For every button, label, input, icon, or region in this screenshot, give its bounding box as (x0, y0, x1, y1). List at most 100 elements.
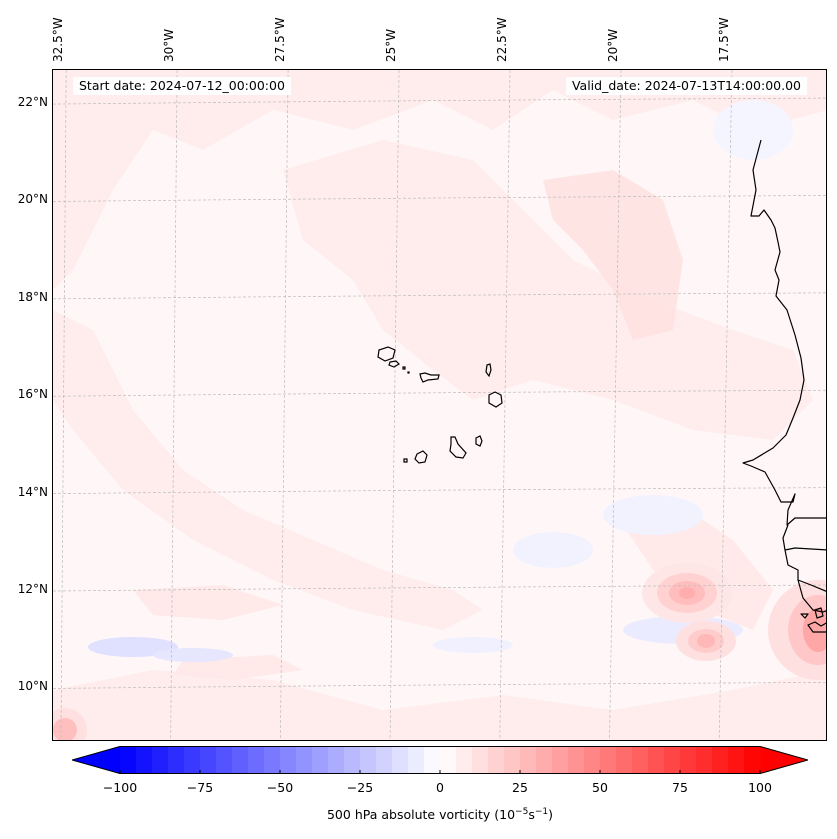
vorticity-contour-negative (153, 648, 233, 662)
colorbar-bin (120, 746, 137, 774)
vorticity-maximum (679, 587, 695, 599)
cape-verde-island-outline (388, 360, 400, 368)
vorticity-contour-positive (53, 70, 826, 290)
colorbar-bin (552, 746, 569, 774)
latitude-gridline (53, 584, 826, 592)
colorbar-bin (328, 746, 345, 774)
cape-verde-island-outline (403, 458, 408, 463)
vorticity-contour-negative (513, 532, 593, 568)
cape-verde-island-outline (402, 366, 406, 370)
colorbar-bin (184, 746, 201, 774)
colorbar-bin (440, 746, 457, 774)
colorbar-bin (296, 746, 313, 774)
colorbar-bin (264, 746, 281, 774)
colorbar-label: 500 hPa absolute vorticity (10−5s−1) (0, 807, 837, 822)
colorbar (72, 746, 808, 774)
vorticity-contour-negative (433, 637, 513, 653)
colorbar-bin (312, 746, 329, 774)
longitude-gridline (280, 70, 289, 740)
cape-verde-island-outline (419, 372, 440, 383)
colorbar-bin (248, 746, 265, 774)
colorbar-bin (664, 746, 681, 774)
colorbar-bin (488, 746, 505, 774)
colorbar-extend-low (72, 746, 120, 774)
colorbar-label-exponent-1: −5 (515, 807, 529, 817)
colorbar-tick-label: −25 (346, 780, 374, 795)
colorbar-label-exponent-2: −1 (534, 807, 549, 817)
colorbar-bin (600, 746, 617, 774)
vorticity-contour-positive (53, 310, 483, 630)
cape-verde-island-outline (377, 346, 396, 362)
vorticity-maximum (53, 718, 77, 740)
vorticity-contour-positive (53, 670, 826, 740)
colorbar-bin (472, 746, 489, 774)
colorbar-bin (728, 746, 745, 774)
west-africa-coastline (742, 139, 826, 633)
latitude-gridline (53, 97, 826, 105)
colorbar-bin (632, 746, 649, 774)
colorbar-bin (744, 746, 761, 774)
longitude-gridline (499, 70, 511, 740)
colorbar-bin (280, 746, 297, 774)
longitude-label: 22.5°W (495, 17, 510, 62)
colorbar-bin (456, 746, 473, 774)
colorbar-tick-label: 100 (748, 780, 772, 795)
cape-verde-island-outline (449, 436, 467, 459)
latitude-label: 18°N (17, 289, 48, 304)
colorbar-bin (200, 746, 217, 774)
colorbar-bin (232, 746, 249, 774)
colorbar-bin (424, 746, 441, 774)
vorticity-contour-negative (713, 100, 793, 160)
colorbar-tick-label: −50 (266, 780, 294, 795)
longitude-label: 30°W (162, 28, 177, 62)
longitude-gridline (389, 70, 400, 740)
colorbar-bin (344, 746, 361, 774)
colorbar-label-main: 500 hPa absolute vorticity (10 (326, 807, 516, 823)
vorticity-maximum (803, 608, 826, 652)
valid-date-label: Valid_date: 2024-07-13T14:00:00.00 (565, 77, 807, 95)
colorbar-tick-label: 25 (512, 780, 528, 795)
colorbar-bin (568, 746, 585, 774)
vorticity-contour-positive (283, 140, 813, 440)
longitude-label: 27.5°W (273, 17, 288, 62)
longitude-gridline (60, 70, 67, 740)
colorbar-bin (216, 746, 233, 774)
colorbar-bin (360, 746, 377, 774)
latitude-gridline (53, 195, 826, 202)
cape-verde-island-outline (488, 391, 503, 408)
cape-verde-island-outline (414, 450, 428, 464)
latitude-gridline (53, 292, 826, 300)
latitude-gridline (53, 389, 826, 397)
map-frame (52, 69, 827, 741)
longitude-label: 25°W (384, 28, 399, 62)
colorbar-bin (376, 746, 393, 774)
cape-verde-island-outline (475, 435, 483, 447)
longitude-gridline (170, 70, 178, 740)
colorbar-tick-label: −100 (102, 780, 138, 795)
colorbar-bin (648, 746, 665, 774)
latitude-gridline (53, 682, 826, 689)
colorbar-bin (408, 746, 425, 774)
colorbar-bin (584, 746, 601, 774)
start-date-label: Start date: 2024-07-12_00:00:00 (73, 77, 291, 95)
colorbar-tick-label: −75 (186, 780, 214, 795)
colorbar-extend-high (760, 746, 808, 774)
colorbar-tick-label: 75 (672, 780, 688, 795)
colorbar-bin (520, 746, 537, 774)
colorbar-bin (504, 746, 521, 774)
colorbar-bin (152, 746, 169, 774)
longitude-label: 32.5°W (51, 17, 66, 62)
vorticity-contour-negative (603, 495, 703, 535)
colorbar-bin (712, 746, 729, 774)
colorbar-bin (136, 746, 153, 774)
vorticity-maximum (697, 634, 715, 648)
latitude-label: 22°N (17, 95, 48, 110)
colorbar-bin (616, 746, 633, 774)
colorbar-label-unit: s (528, 807, 535, 823)
longitude-label: 17.5°W (716, 17, 731, 62)
vorticity-contour-positive (543, 170, 683, 340)
colorbar-bin (696, 746, 713, 774)
latitude-label: 10°N (17, 679, 48, 694)
longitude-label: 20°W (605, 28, 620, 62)
